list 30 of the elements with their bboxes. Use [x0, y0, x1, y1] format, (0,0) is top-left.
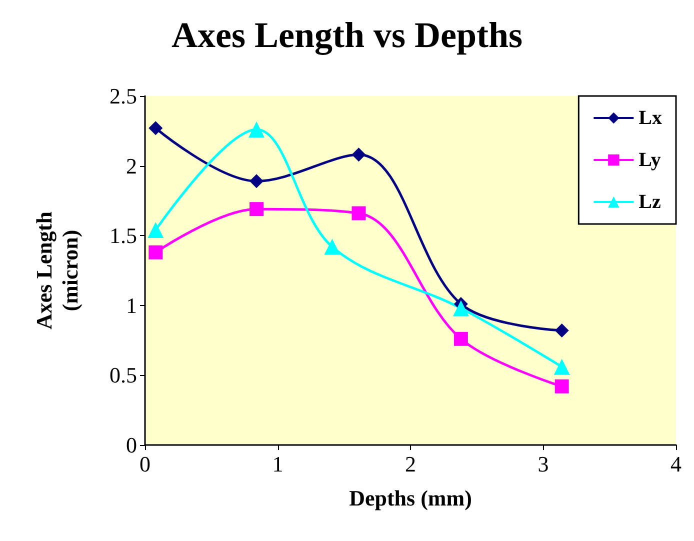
y-axis-title: Axes Length (micron) [32, 212, 82, 330]
y-tick-label: 2 [126, 153, 137, 178]
point [248, 122, 265, 138]
chart-title: Axes Length vs Depths [171, 15, 523, 55]
legend-label: Ly [638, 149, 661, 171]
point [148, 222, 164, 238]
point [452, 300, 469, 316]
point [324, 238, 340, 255]
point [554, 358, 570, 375]
point [554, 324, 569, 338]
point [250, 202, 264, 216]
point [352, 206, 366, 220]
x-tick-label: 3 [538, 452, 549, 476]
point [554, 379, 569, 394]
x-axis-title: Depths (mm) [349, 486, 472, 510]
y-tick-label: 1 [126, 292, 137, 318]
point [148, 121, 163, 136]
x-tick-label: 4 [670, 452, 682, 476]
y-tick-label: 0 [126, 432, 137, 458]
legend-label: Lx [638, 107, 662, 129]
y-tick-label: 0.5 [110, 362, 137, 388]
point [352, 148, 366, 162]
x-tick-label: 2 [405, 452, 416, 476]
point [250, 174, 264, 188]
y-tick-label: 2.5 [110, 84, 137, 108]
x-tick-label: 1 [272, 452, 284, 476]
y-tick-label: 1.5 [110, 223, 137, 248]
legend-label: Lz [638, 191, 661, 213]
point [454, 332, 468, 346]
point [148, 245, 163, 260]
